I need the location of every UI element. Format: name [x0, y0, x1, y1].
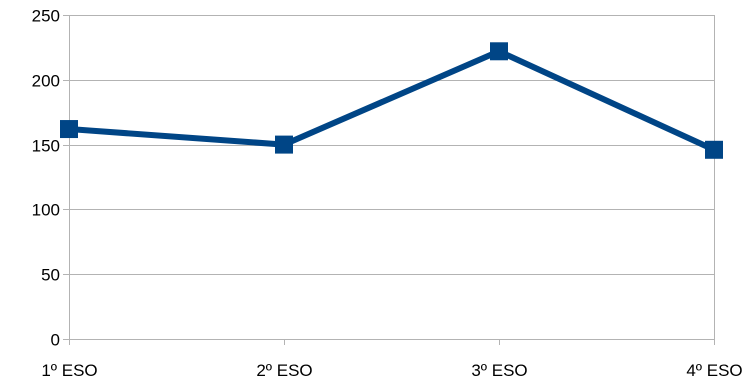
- x-tick-label: 4º ESO: [686, 361, 742, 380]
- y-axis-tick-labels: 0 50 100 150 200 250: [32, 7, 60, 350]
- data-point-marker: [490, 42, 508, 61]
- x-tick-label: 1º ESO: [41, 361, 97, 380]
- y-tick-label: 200: [32, 72, 60, 91]
- axes: [69, 15, 715, 345]
- data-point-marker: [705, 140, 723, 159]
- y-tick-label: 100: [32, 201, 60, 220]
- data-point-marker: [275, 135, 293, 154]
- series-line: [68, 48, 716, 153]
- x-tick-label: 2º ESO: [256, 361, 312, 380]
- gridlines: [63, 15, 714, 340]
- y-tick-label: 0: [51, 331, 60, 350]
- series-plot: [60, 42, 723, 159]
- data-point-marker: [60, 120, 78, 139]
- x-tick-label: 3º ESO: [471, 361, 527, 380]
- y-tick-label: 50: [41, 266, 60, 285]
- x-axis-tick-labels: 1º ESO 2º ESO 3º ESO 4º ESO: [41, 361, 742, 380]
- y-tick-label: 150: [32, 137, 60, 156]
- y-tick-label: 250: [32, 7, 60, 26]
